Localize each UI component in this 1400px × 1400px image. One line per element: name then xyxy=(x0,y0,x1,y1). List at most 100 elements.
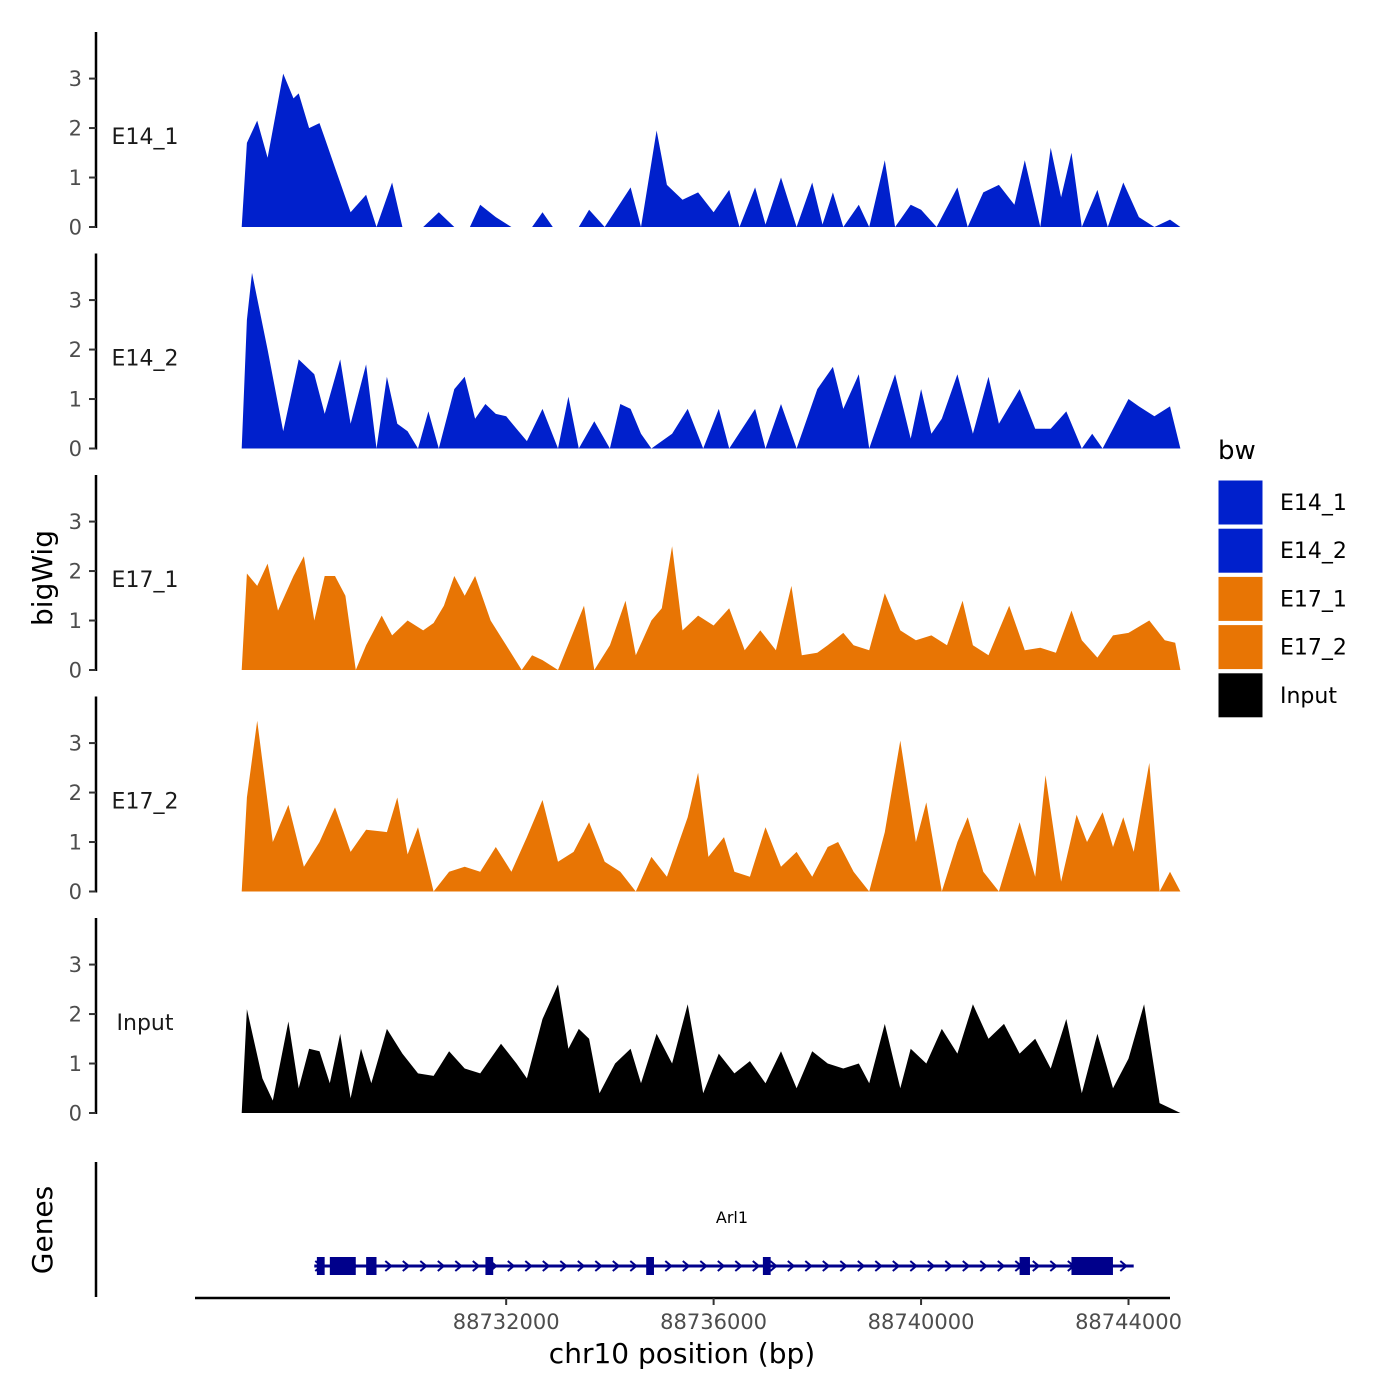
y-axis-title: bigWig xyxy=(26,530,59,626)
strand-arrow xyxy=(909,1260,918,1272)
legend-swatch xyxy=(1217,624,1264,671)
gene-exon xyxy=(366,1257,377,1275)
legend-label: E17_2 xyxy=(1280,636,1347,661)
strand-arrow xyxy=(962,1260,971,1272)
series-area-e14-1 xyxy=(241,73,1181,227)
y-tick-label: 1 xyxy=(69,388,82,412)
legend: bw E14_1 E14_2 E17_1 E17_2 Input xyxy=(1217,436,1347,719)
y-tick-label: 0 xyxy=(69,216,82,240)
strand-arrow xyxy=(472,1260,481,1272)
y-tick-label: 1 xyxy=(69,1052,82,1076)
strand-arrow xyxy=(524,1260,533,1272)
strand-arrow xyxy=(559,1260,568,1272)
legend-swatch xyxy=(1217,527,1264,574)
strand-arrow xyxy=(1119,1260,1128,1272)
gene-exon xyxy=(646,1257,654,1275)
strand-arrow xyxy=(892,1260,901,1272)
y-tick-label: 3 xyxy=(69,510,82,534)
strand-arrow xyxy=(752,1260,761,1272)
y-tick-label: 2 xyxy=(69,1003,82,1027)
strand-arrow xyxy=(927,1260,936,1272)
strand-arrow xyxy=(594,1260,603,1272)
strand-arrow xyxy=(384,1260,393,1272)
track-panels: 0 1 2 3 E14_1 0 1 2 3 E14_2 0 1 2 3 E17_1 0 1 2 3 E17_2 0 1 2 3… xyxy=(69,32,1181,1126)
y-tick-label: 0 xyxy=(69,880,82,904)
gene-exon xyxy=(316,1257,325,1275)
gene-name-label: Arl1 xyxy=(716,1208,748,1227)
y-tick-label: 1 xyxy=(69,831,82,855)
x-tick-label: 88744000 xyxy=(1075,1310,1182,1334)
strand-arrow xyxy=(664,1260,673,1272)
legend-label: Input xyxy=(1280,684,1337,709)
legend-label: E14_1 xyxy=(1280,491,1347,516)
y-tick-label: 1 xyxy=(69,166,82,190)
track-label: E17_2 xyxy=(112,790,179,815)
strand-arrow xyxy=(822,1260,831,1272)
track-panel-input: 0 1 2 3 Input xyxy=(69,918,1181,1126)
track-panel-e14-2: 0 1 2 3 E14_2 xyxy=(69,253,1181,461)
gene-exon xyxy=(762,1257,771,1275)
strand-arrow xyxy=(734,1260,743,1272)
strand-arrow xyxy=(997,1260,1006,1272)
gene-exon xyxy=(485,1257,494,1275)
gene-exon xyxy=(1019,1257,1030,1275)
y-tick-label: 2 xyxy=(69,338,82,362)
strand-arrow xyxy=(402,1260,411,1272)
track-panel-e17-1: 0 1 2 3 E17_1 xyxy=(69,475,1181,683)
strand-arrow xyxy=(839,1260,848,1272)
x-tick-label: 88740000 xyxy=(868,1310,975,1334)
track-label: E14_1 xyxy=(112,125,179,150)
strand-arrow xyxy=(769,1260,778,1272)
strand-arrow xyxy=(699,1260,708,1272)
gene-exon xyxy=(329,1257,356,1275)
y-tick-label: 0 xyxy=(69,659,82,683)
legend-swatch xyxy=(1217,672,1264,719)
track-label: Input xyxy=(117,1011,174,1036)
strand-arrow xyxy=(542,1260,551,1272)
strand-arrow xyxy=(1049,1260,1058,1272)
x-tick-label: 88736000 xyxy=(660,1310,767,1334)
y-tick-label: 3 xyxy=(69,67,82,91)
strand-arrow xyxy=(874,1260,883,1272)
series-area-e17-1 xyxy=(241,546,1181,670)
strand-arrow xyxy=(454,1260,463,1272)
strand-arrow xyxy=(629,1260,638,1272)
genes-axis-title: Genes xyxy=(26,1186,59,1274)
x-axis: 88732000 88736000 88740000 88744000 xyxy=(195,1296,1182,1334)
y-tick-label: 2 xyxy=(69,117,82,141)
strand-arrow xyxy=(1032,1260,1041,1272)
strand-arrow xyxy=(787,1260,796,1272)
legend-label: E14_2 xyxy=(1280,539,1347,564)
y-tick-label: 0 xyxy=(69,1102,82,1126)
y-tick-label: 1 xyxy=(69,609,82,633)
y-tick-label: 0 xyxy=(69,437,82,461)
strand-arrow xyxy=(612,1260,621,1272)
x-tick-label: 88732000 xyxy=(453,1310,560,1334)
y-tick-label: 3 xyxy=(69,289,82,313)
track-label: E14_2 xyxy=(112,347,179,372)
x-axis-title: chr10 position (bp) xyxy=(549,1337,815,1370)
series-area-input xyxy=(241,984,1181,1113)
legend-swatch xyxy=(1217,479,1264,526)
strand-arrow xyxy=(979,1260,988,1272)
track-panel-e17-2: 0 1 2 3 E17_2 xyxy=(69,696,1181,904)
strand-arrow xyxy=(682,1260,691,1272)
strand-arrow xyxy=(944,1260,953,1272)
y-tick-label: 3 xyxy=(69,953,82,977)
strand-arrow xyxy=(717,1260,726,1272)
y-tick-label: 2 xyxy=(69,781,82,805)
track-panel-e14-1: 0 1 2 3 E14_1 xyxy=(69,32,1181,240)
gene-track: Arl1 xyxy=(94,1162,1134,1297)
strand-arrow xyxy=(419,1260,428,1272)
strand-arrow xyxy=(577,1260,586,1272)
strand-arrow xyxy=(857,1260,866,1272)
strand-arrow xyxy=(507,1260,516,1272)
strand-arrow xyxy=(804,1260,813,1272)
gene-exon xyxy=(1071,1257,1113,1275)
legend-label: E17_1 xyxy=(1280,587,1347,612)
series-area-e17-2 xyxy=(241,720,1181,892)
legend-title: bw xyxy=(1218,436,1256,466)
y-tick-label: 2 xyxy=(69,560,82,584)
